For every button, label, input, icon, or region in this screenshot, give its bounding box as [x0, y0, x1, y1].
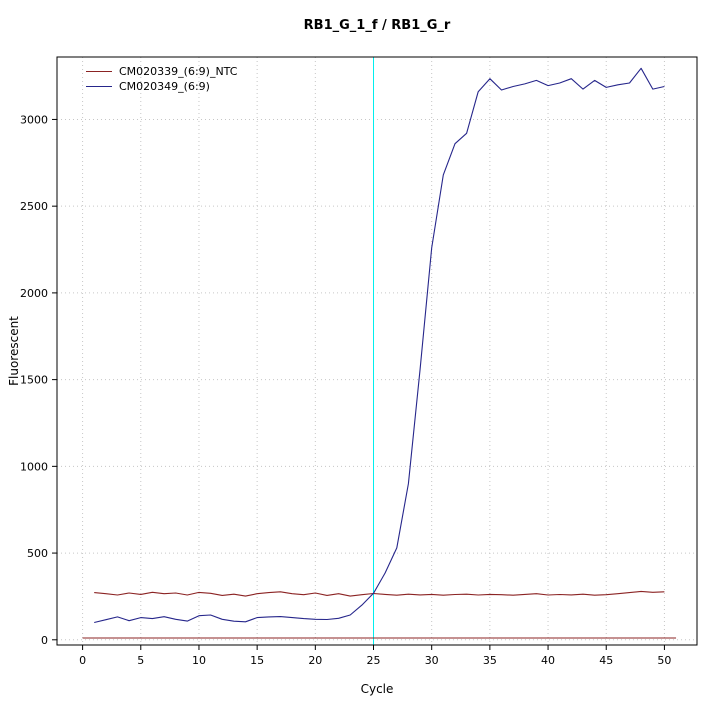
y-tick-label: 0	[41, 634, 48, 647]
x-axis-label: Cycle	[360, 682, 394, 696]
x-tick-label: 50	[657, 654, 671, 667]
chart-title: RB1_G_1_f / RB1_G_r	[303, 18, 451, 33]
legend-item-sample: CM020349_(6:9)	[86, 79, 237, 94]
y-tick-label: 1000	[20, 460, 48, 473]
plot-border	[56, 56, 698, 646]
x-tick-label: 10	[192, 654, 206, 667]
x-tick-label: 40	[541, 654, 555, 667]
y-tick-label: 2000	[20, 287, 48, 300]
x-tick-label: 25	[367, 654, 381, 667]
sample-line-swatch	[86, 86, 112, 87]
x-tick-label: 30	[425, 654, 439, 667]
x-tick-label: 45	[599, 654, 613, 667]
y-tick-label: 1500	[20, 374, 48, 387]
sample-series-line	[94, 67, 665, 624]
y-axis-label: Fluorescent	[7, 316, 21, 386]
y-tick-label: 3000	[20, 113, 48, 126]
y-tick-label: 500	[27, 547, 48, 560]
x-tick-label: 5	[137, 654, 144, 667]
legend-label-ntc: CM020339_(6:9)_NTC	[119, 65, 238, 78]
x-tick-label: 20	[308, 654, 322, 667]
ntc-line-swatch	[86, 71, 112, 72]
legend-label-sample: CM020349_(6:9)	[119, 80, 210, 93]
x-tick-label: 15	[250, 654, 264, 667]
legend: CM020339_(6:9)_NTC CM020349_(6:9)	[86, 64, 237, 94]
x-tick-label: 35	[483, 654, 497, 667]
y-tick-label: 2500	[20, 200, 48, 213]
ntc-series-line	[94, 590, 665, 597]
x-tick-label: 0	[79, 654, 86, 667]
legend-item-ntc: CM020339_(6:9)_NTC	[86, 64, 237, 79]
